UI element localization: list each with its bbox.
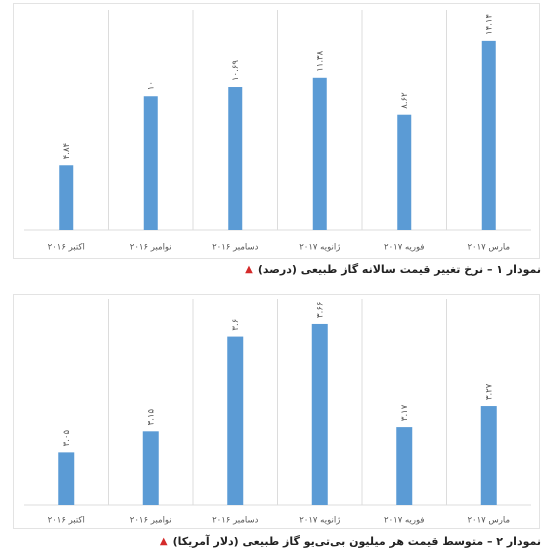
chart-2-data-label: ۳.۶ (231, 319, 241, 331)
chart-1-bar (143, 96, 158, 230)
chart-2-data-label: ۳.۱۵ (146, 408, 156, 425)
chart-2-svg: ۳.۰۵ اکتبر ۲۰۱۶ ۳.۱۵ نوامبر ۲۰۱۶ ۳.۶ دسامبر ۲… (24, 299, 531, 526)
chart-1-caption: ▲ نمودار ۱ – نرخ تغییر قیمت سالانه گاز ط… (245, 263, 541, 277)
chart-2-category-label: دسامبر ۲۰۱۶ (212, 516, 258, 526)
chart-2-bar (396, 427, 413, 505)
chart-1-category-label: فوریه ۲۰۱۷ (384, 243, 424, 253)
chart-1-category-label: مارس ۲۰۱۷ (467, 243, 510, 253)
chart-2-bar (142, 431, 159, 505)
chart-2-data-label: ۳.۰۵ (62, 430, 72, 447)
chart-2-bar (58, 452, 75, 505)
chart-1-data-label: ۱۰.۶۹ (231, 60, 241, 81)
chart-1-frame: ۴.۸۴ اکتبر ۲۰۱۶ ۱۰ نوامبر ۲۰۱۶ ۱۰.۶۹ دسامبر ۲… (13, 3, 540, 259)
chart-2-category-label: فوریه ۲۰۱۷ (384, 516, 424, 526)
chart-2-bar (227, 336, 244, 505)
chart-2-data-label: ۳.۶۶ (315, 302, 325, 318)
chart-2-frame: ۳.۰۵ اکتبر ۲۰۱۶ ۳.۱۵ نوامبر ۲۰۱۶ ۳.۶ دسامبر ۲… (13, 294, 540, 529)
triangle-marker-icon: ▲ (159, 536, 168, 547)
chart-1-bar (228, 87, 243, 231)
chart-1-svg: ۴.۸۴ اکتبر ۲۰۱۶ ۱۰ نوامبر ۲۰۱۶ ۱۰.۶۹ دسامبر ۲… (24, 10, 531, 253)
chart-2-category-label: مارس ۲۰۱۷ (467, 516, 510, 526)
chart-1-data-label: ۸.۶۲ (400, 92, 410, 109)
chart-2-category-label: نوامبر ۲۰۱۶ (130, 516, 172, 526)
chart-1-bar (481, 40, 496, 230)
chart-1-data-label: ۴.۸۴ (62, 143, 72, 159)
chart-2-category-label: اکتبر ۲۰۱۶ (48, 516, 85, 526)
chart-1-bar (397, 114, 412, 230)
triangle-marker-icon: ▲ (245, 264, 253, 275)
chart-2-category-label: ژانویه ۲۰۱۷ (299, 516, 340, 526)
chart-1-data-label: ۱۴.۱۴ (484, 14, 494, 35)
chart-1-category-label: نوامبر ۲۰۱۶ (130, 243, 172, 253)
chart-1-caption-text: نمودار ۱ – نرخ تغییر قیمت سالانه گاز طبی… (257, 263, 541, 276)
chart-2-caption-text: نمودار ۲ – متوسط قیمت هر میلیون بی‌تی‌یو… (172, 535, 541, 548)
chart-1-data-label: ۱۱.۳۸ (315, 50, 325, 71)
chart-2-bar (480, 406, 497, 505)
chart-1-category-label: دسامبر ۲۰۱۶ (212, 243, 258, 253)
chart-1-bar (312, 77, 327, 230)
chart-1-category-label: اکتبر ۲۰۱۶ (48, 243, 85, 253)
chart-1-data-label: ۱۰ (146, 81, 156, 90)
chart-2-data-label: ۳.۱۷ (400, 404, 410, 421)
chart-1-bar (59, 165, 74, 230)
chart-2-caption: ▲ نمودار ۲ – متوسط قیمت هر میلیون بی‌تی‌… (160, 535, 541, 549)
chart-1-category-label: ژانویه ۲۰۱۷ (299, 243, 340, 253)
chart-2-data-label: ۳.۲۷ (484, 383, 494, 400)
chart-2-bar (311, 323, 328, 505)
